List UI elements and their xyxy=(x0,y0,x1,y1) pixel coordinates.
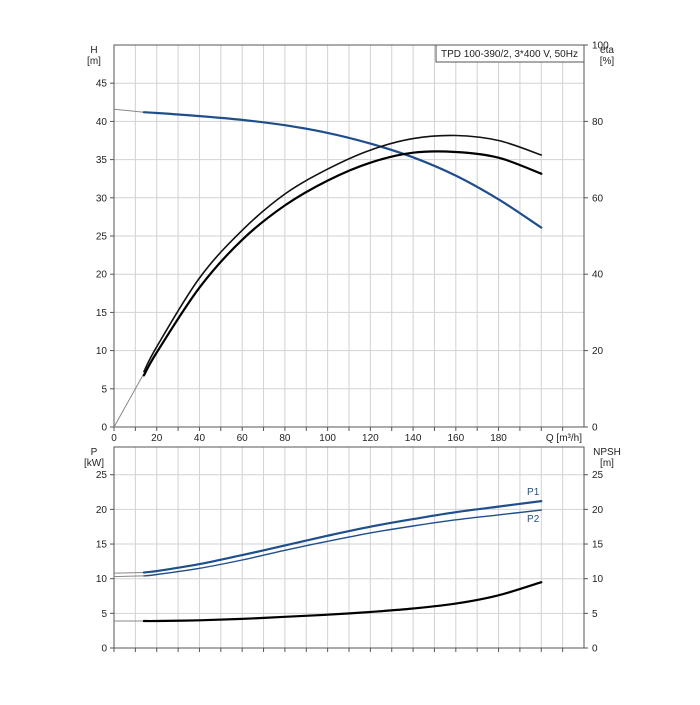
y-left-tick-label: 10 xyxy=(96,574,108,585)
title-box xyxy=(435,44,585,63)
series-extension-line xyxy=(113,108,144,113)
y-left-tick-label: 20 xyxy=(96,270,108,281)
y-left-tick-label: 40 xyxy=(96,117,108,128)
y-left-tick-label: 15 xyxy=(96,308,108,319)
y-left-axis-label: H xyxy=(90,45,97,56)
y-left-axis-label: P xyxy=(91,447,98,458)
y-right-axis-label: NPSH xyxy=(593,447,621,458)
x-tick-label: 0 xyxy=(111,433,117,444)
y-right-tick-label: 20 xyxy=(592,505,604,516)
series-extension-line xyxy=(113,373,145,428)
y-right-tick-label: 20 xyxy=(592,346,604,357)
y-right-tick-label: 10 xyxy=(592,574,604,585)
y-right-tick-label: 15 xyxy=(592,540,604,551)
y-left-tick-label: 10 xyxy=(96,346,108,357)
series-extension-line xyxy=(113,575,144,578)
x-tick-label: 20 xyxy=(151,433,163,444)
y-left-axis-label: [m] xyxy=(87,56,101,67)
y-right-tick-label: 80 xyxy=(592,117,604,128)
series-label: P1 xyxy=(527,487,540,498)
series-label: P2 xyxy=(527,514,540,525)
x-tick-label: 60 xyxy=(237,433,249,444)
y-right-tick-label: 100 xyxy=(592,41,609,52)
y-left-tick-label: 45 xyxy=(96,79,108,90)
y-left-tick-label: 5 xyxy=(101,384,107,395)
x-tick-label: 100 xyxy=(319,433,336,444)
series-line-P2 xyxy=(143,509,542,577)
y-right-tick-label: 0 xyxy=(592,644,598,655)
y-left-tick-label: 25 xyxy=(96,232,108,243)
y-left-tick-label: 15 xyxy=(96,540,108,551)
series-line-0-2 xyxy=(142,150,543,377)
x-tick-label: 40 xyxy=(194,433,206,444)
x-axis-label: Q [m³/h] xyxy=(546,433,582,444)
y-left-axis-label: [kW] xyxy=(84,458,104,469)
x-tick-label: 160 xyxy=(447,433,464,444)
x-tick-label: 180 xyxy=(490,433,507,444)
y-left-tick-label: 35 xyxy=(96,155,108,166)
y-left-tick-label: 30 xyxy=(96,193,108,204)
y-left-tick-label: 0 xyxy=(101,423,107,434)
y-left-tick-label: 5 xyxy=(101,609,107,620)
y-left-tick-label: 0 xyxy=(101,644,107,655)
x-tick-label: 120 xyxy=(362,433,379,444)
x-tick-label: 140 xyxy=(405,433,422,444)
y-right-tick-label: 0 xyxy=(592,423,598,434)
y-right-axis-label: eta xyxy=(600,45,614,56)
y-right-axis-label: [m] xyxy=(600,458,614,469)
y-right-tick-label: 25 xyxy=(592,470,604,481)
y-right-tick-label: 60 xyxy=(592,193,604,204)
y-left-tick-label: 20 xyxy=(96,505,108,516)
series-line-1-2 xyxy=(142,581,543,623)
x-tick-label: 80 xyxy=(279,433,291,444)
series-line-P1 xyxy=(142,500,543,574)
series-extension-line xyxy=(113,572,144,574)
y-right-tick-label: 5 xyxy=(592,609,598,620)
chart-title: TPD 100-390/2, 3*400 V, 50Hz xyxy=(441,49,578,60)
series-line-0-1 xyxy=(143,134,543,373)
y-left-tick-label: 25 xyxy=(96,470,108,481)
series-line-0-0 xyxy=(142,111,543,229)
y-right-tick-label: 40 xyxy=(592,270,604,281)
y-right-axis-label: [%] xyxy=(600,56,615,67)
